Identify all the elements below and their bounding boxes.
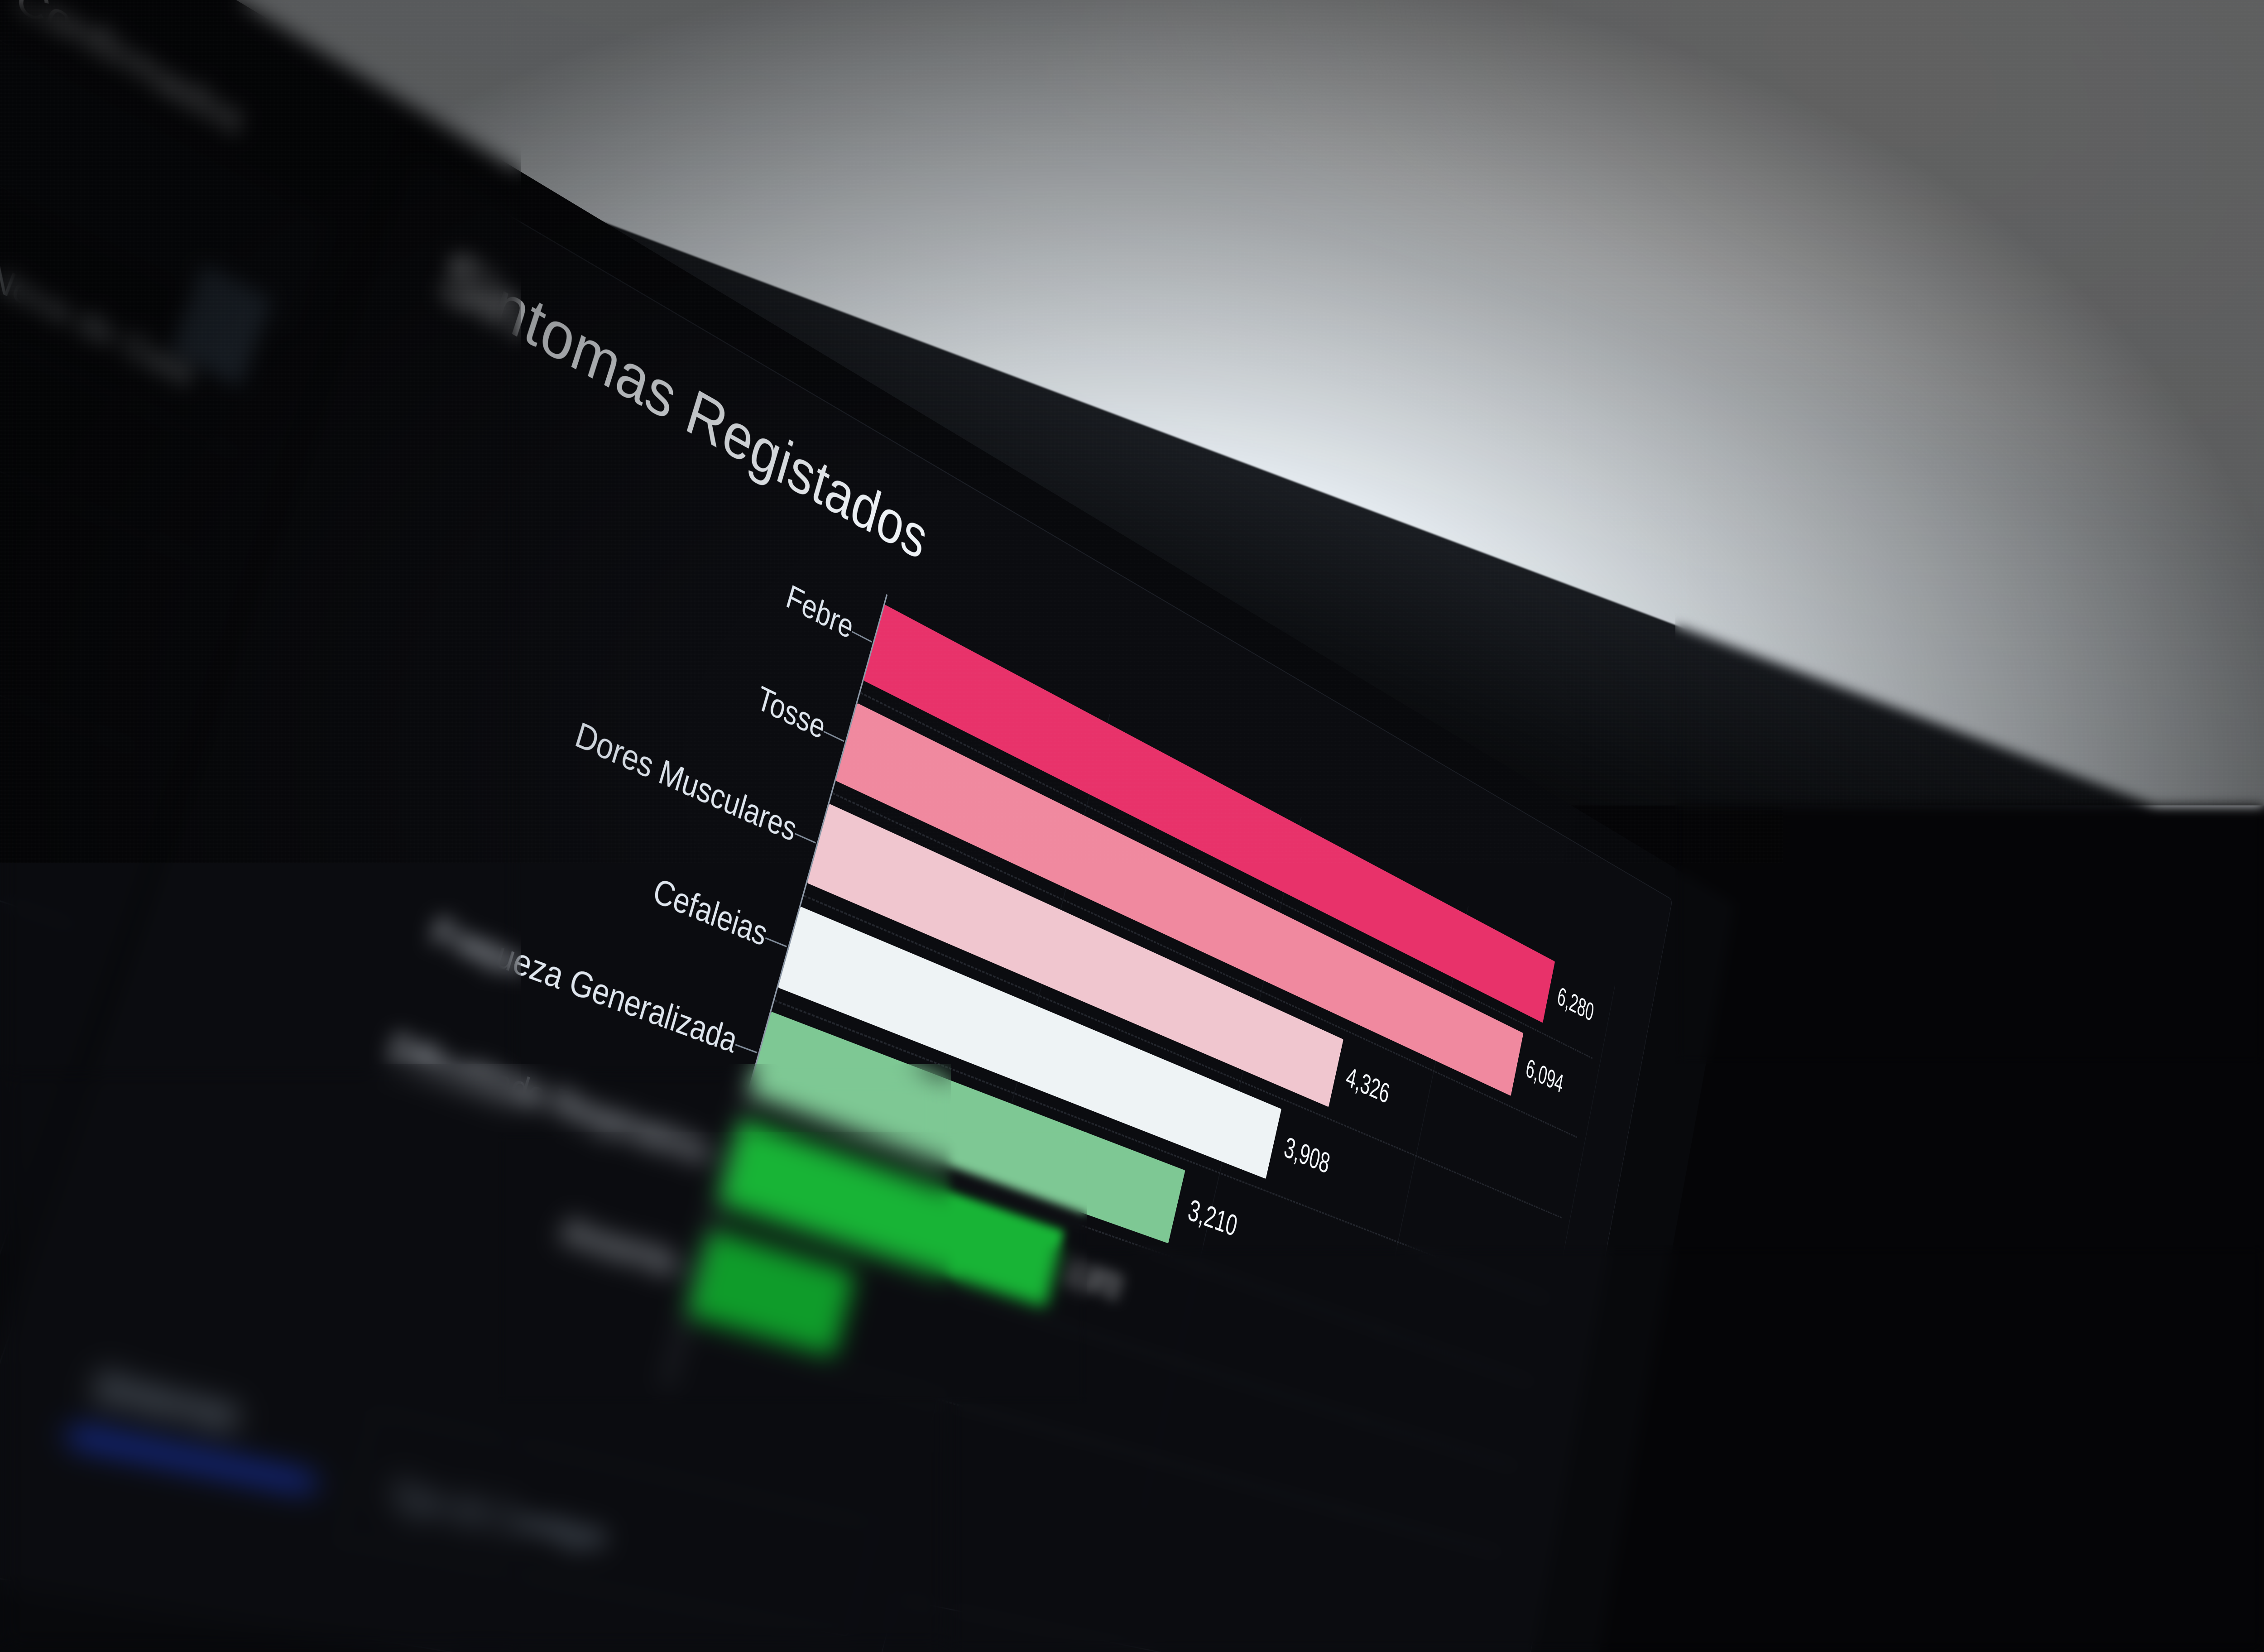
axis-tick	[852, 631, 872, 643]
bar-value-label: 4,326	[1343, 1061, 1392, 1110]
bar-value-label: 3,210	[1185, 1193, 1240, 1243]
sidebar-divider-2	[0, 595, 139, 750]
category-label: Dores Musculares	[341, 611, 801, 849]
axis-tick	[673, 1264, 696, 1273]
category-label: Febre	[417, 387, 858, 646]
axis-tick	[765, 937, 787, 947]
bar-value-label: 3,908	[1281, 1131, 1333, 1180]
dashboard-screen: Confirmados Vila Nova de Gaia Porto Lisb…	[0, 0, 1735, 1652]
axis-tick	[823, 731, 844, 742]
bar-value-label: 2,372	[1064, 1254, 1124, 1306]
category-label: Tosse	[379, 498, 830, 746]
bar-value-label: 6,280	[1555, 981, 1596, 1027]
tab-sintomas[interactable]: Sintomas	[87, 1363, 245, 1438]
sidebar-divider-1	[0, 393, 205, 563]
axis-tick	[735, 1044, 758, 1053]
axis-tick	[795, 833, 816, 843]
bar-value-label: 6,094	[1524, 1053, 1566, 1099]
sidebar-divider-3	[0, 788, 77, 927]
axis-tick	[705, 1153, 727, 1162]
tab-active-indicator	[67, 1429, 317, 1490]
monitor-screen-wrapper: Confirmados Vila Nova de Gaia Porto Lisb…	[0, 0, 2264, 1652]
photo-backdrop: Confirmados Vila Nova de Gaia Porto Lisb…	[0, 0, 2264, 1652]
bars	[420, 344, 1623, 989]
tab-box-grupo-etario[interactable]	[867, 1598, 1243, 1652]
